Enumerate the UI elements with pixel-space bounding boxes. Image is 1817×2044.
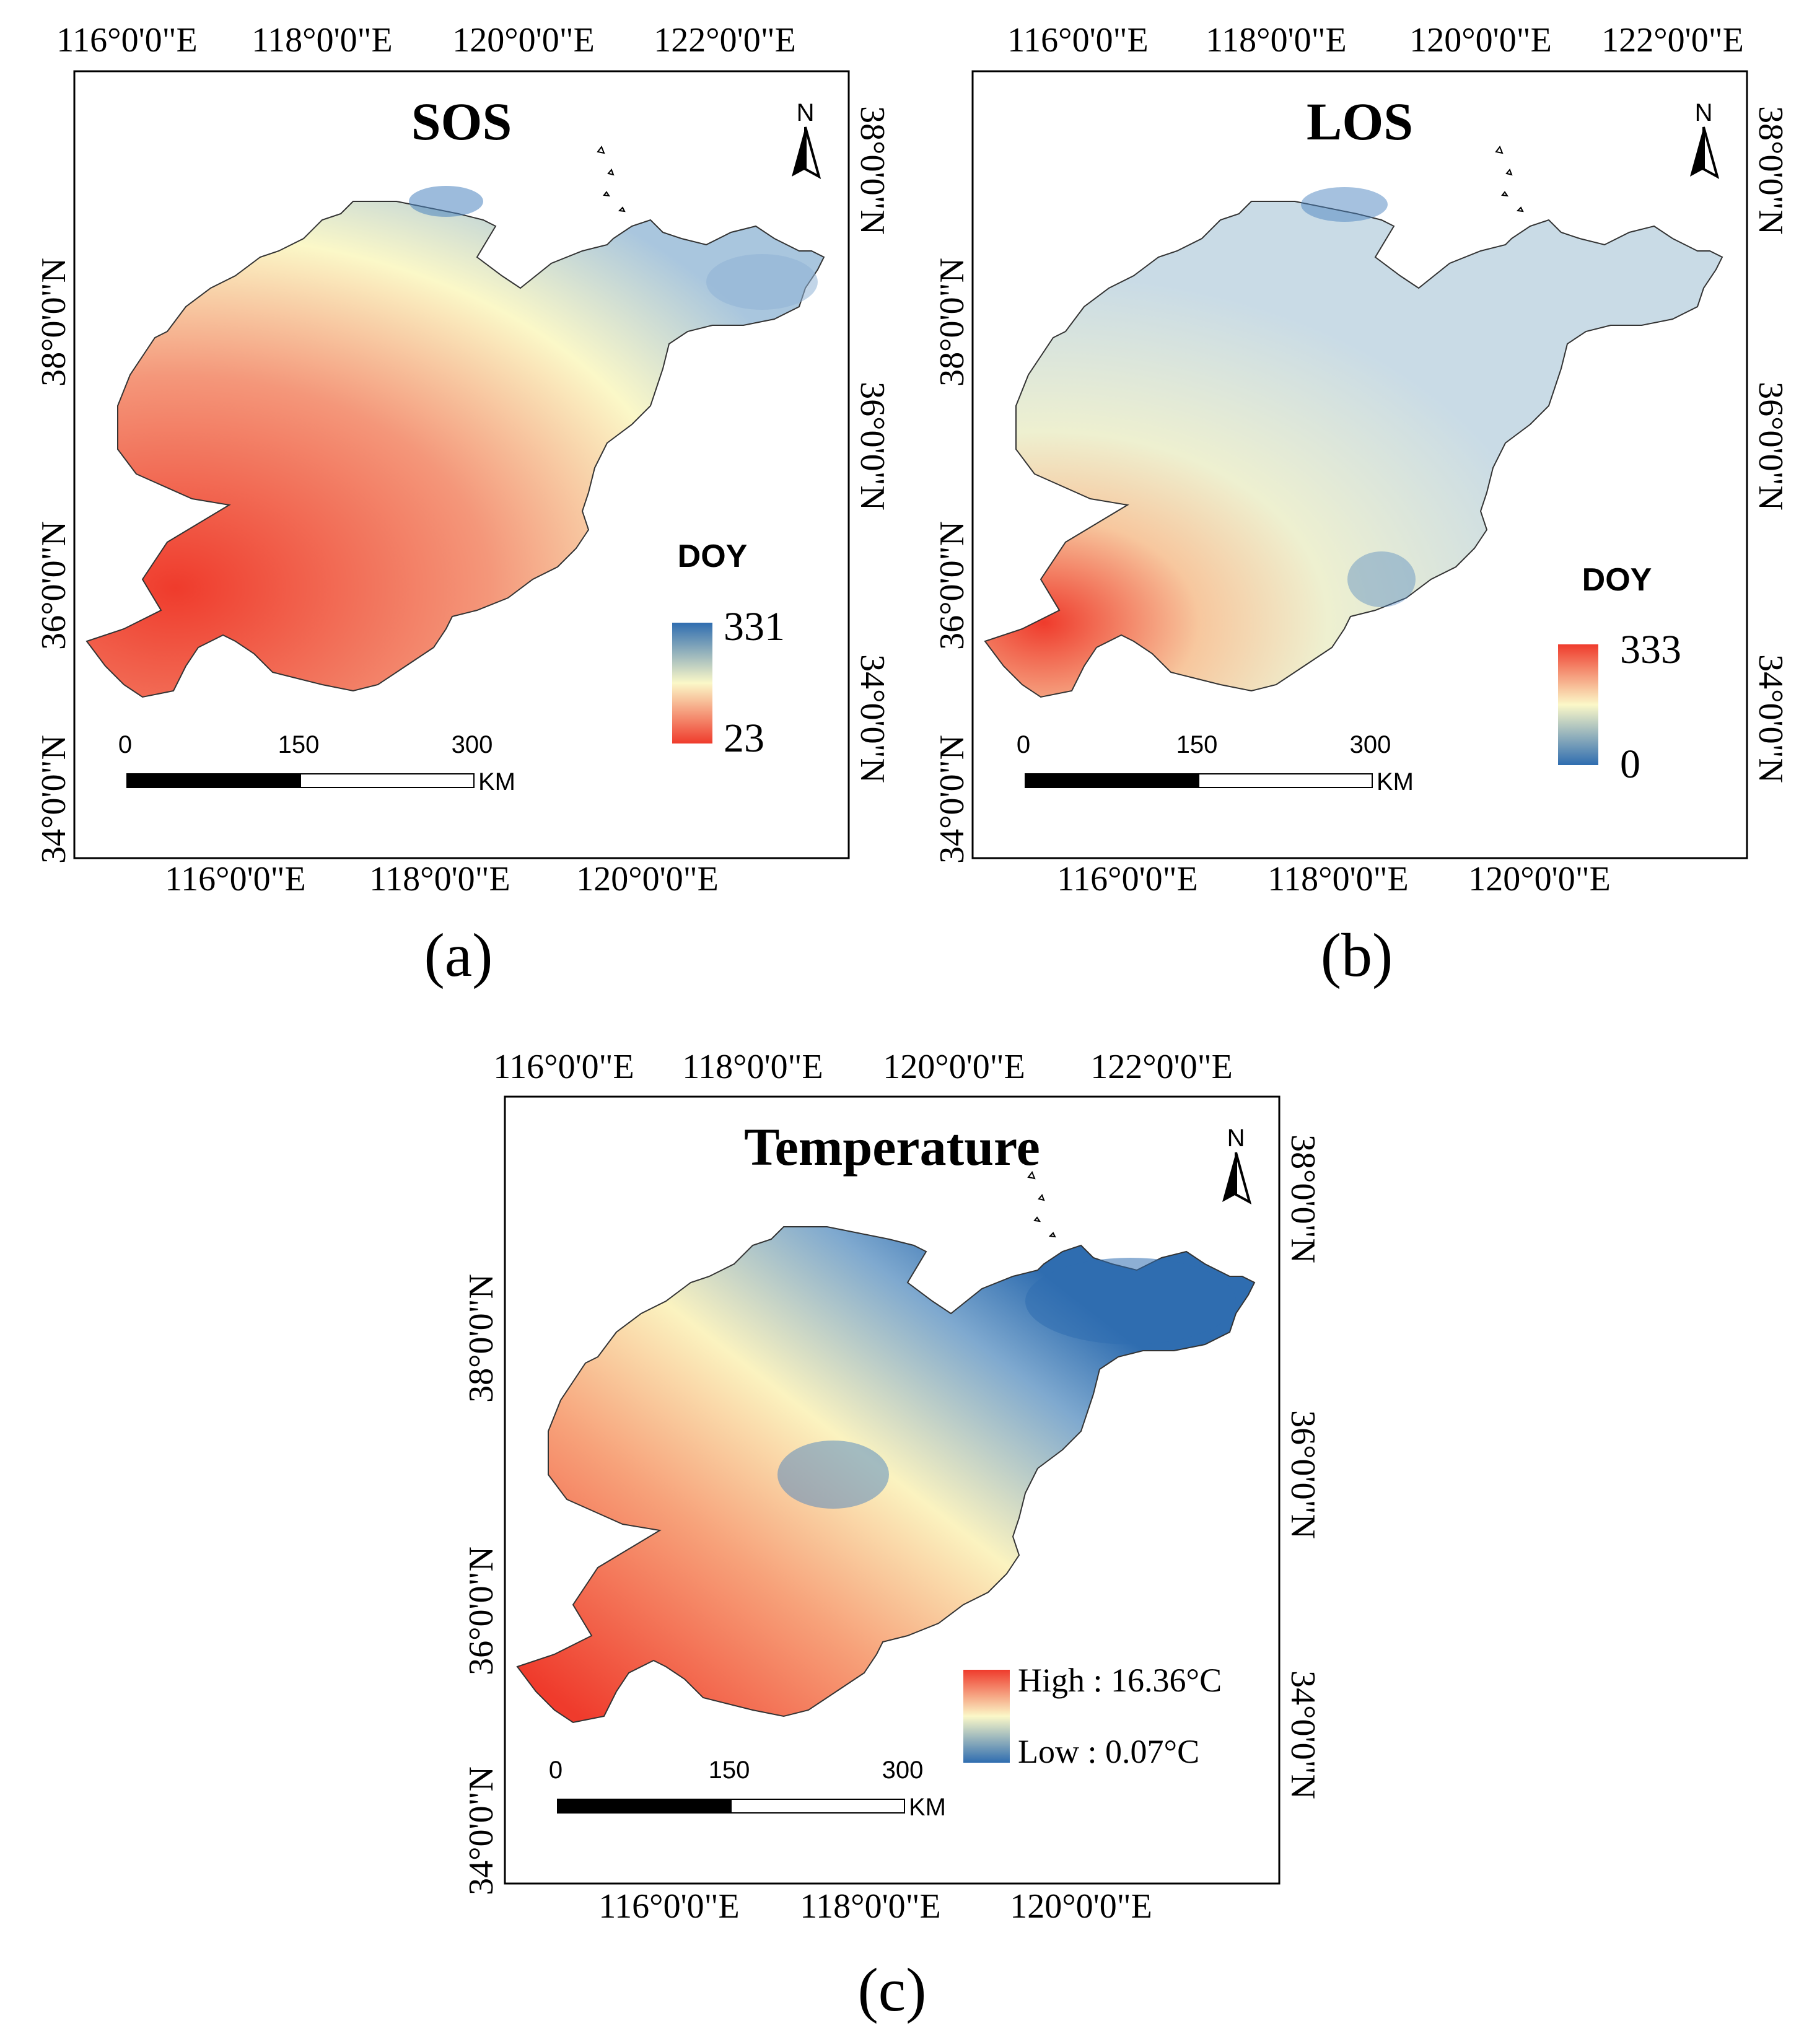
top-tick-label: 120°0'0"E (452, 21, 595, 59)
scale-bar: 0 150 300 KM (549, 1757, 946, 1821)
top-tick-label: 116°0'0"E (1007, 21, 1148, 59)
legend-title: DOY (1582, 562, 1652, 598)
panel-sos: 116°0'0"E 118°0'0"E 120°0'0"E 122°0'0"E … (35, 21, 891, 989)
scale-label: 150 (1176, 731, 1218, 758)
left-tick-label: 36°0'0"N (35, 521, 73, 650)
bottom-tick-label: 118°0'0"E (369, 860, 510, 898)
scale-label: 150 (709, 1757, 750, 1784)
map-title: SOS (411, 92, 512, 151)
right-tick-label: 38°0'0"N (1751, 106, 1790, 235)
bottom-tick-label: 120°0'0"E (1010, 1887, 1152, 1926)
scale-unit: KM (909, 1794, 946, 1821)
scale-unit: KM (478, 768, 515, 796)
legend-title: DOY (678, 538, 748, 574)
legend-ramp (963, 1670, 1010, 1763)
legend-low: Low : 0.07°C (1018, 1733, 1199, 1770)
map-title: LOS (1307, 92, 1413, 151)
left-tick-label: 34°0'0"N (35, 735, 73, 864)
bottom-tick-label: 116°0'0"E (598, 1887, 739, 1926)
right-tick-label: 36°0'0"N (853, 382, 891, 511)
province-map (1025, 1258, 1236, 1344)
left-tick-label: 34°0'0"N (933, 735, 971, 864)
top-tick-label: 118°0'0"E (252, 21, 392, 59)
bottom-tick-label: 116°0'0"E (165, 860, 305, 898)
panel-caption: (a) (424, 921, 493, 989)
province-map (1301, 187, 1388, 222)
top-tick-label: 118°0'0"E (1206, 21, 1346, 59)
province-map (1347, 551, 1416, 607)
province-map (706, 254, 818, 310)
scale-unit: KM (1377, 768, 1414, 796)
north-label: N (797, 99, 815, 126)
bottom-tick-label: 116°0'0"E (1057, 860, 1197, 898)
legend-max: 333 (1620, 627, 1681, 672)
map-title: Temperature (744, 1117, 1040, 1177)
scale-label: 0 (118, 731, 132, 758)
north-label: N (1695, 99, 1713, 126)
left-tick-label: 38°0'0"N (35, 258, 73, 387)
top-tick-label: 116°0'0"E (493, 1048, 634, 1086)
top-tick-label: 122°0'0"E (654, 21, 796, 59)
legend-ramp (672, 623, 712, 743)
right-tick-label: 38°0'0"N (853, 106, 891, 235)
legend-min: 0 (1620, 742, 1640, 787)
legend-max: 331 (724, 604, 785, 649)
legend-min: 23 (724, 716, 764, 761)
top-tick-label: 122°0'0"E (1090, 1048, 1233, 1086)
scale-label: 150 (278, 731, 320, 758)
scale-label: 0 (549, 1757, 563, 1784)
legend-high: High : 16.36°C (1018, 1662, 1222, 1699)
left-tick-label: 36°0'0"N (933, 521, 971, 650)
top-tick-label: 116°0'0"E (56, 21, 197, 59)
bottom-tick-label: 120°0'0"E (1468, 860, 1611, 898)
top-tick-label: 120°0'0"E (883, 1048, 1025, 1086)
bottom-tick-label: 118°0'0"E (800, 1887, 940, 1926)
scale-bar: 0 150 300 KM (118, 731, 515, 796)
left-tick-label: 34°0'0"N (462, 1766, 501, 1895)
panel-caption: (c) (858, 1955, 927, 2024)
right-tick-label: 38°0'0"N (1284, 1134, 1322, 1263)
scale-bar: 0 150 300 KM (1017, 731, 1414, 796)
scale-label: 0 (1017, 731, 1030, 758)
left-tick-label: 38°0'0"N (462, 1274, 501, 1403)
scale-label: 300 (882, 1757, 924, 1784)
province-map (777, 1441, 889, 1509)
left-tick-label: 38°0'0"N (933, 258, 971, 387)
bottom-tick-label: 120°0'0"E (576, 860, 719, 898)
province-map (409, 186, 483, 217)
legend-ramp (1558, 644, 1598, 765)
panel-temperature: 116°0'0"E 118°0'0"E 120°0'0"E 122°0'0"E … (462, 1048, 1322, 2024)
panel-caption: (b) (1321, 921, 1393, 989)
top-tick-label: 118°0'0"E (682, 1048, 823, 1086)
scale-label: 300 (452, 731, 493, 758)
north-label: N (1227, 1125, 1245, 1152)
right-tick-label: 34°0'0"N (1284, 1670, 1322, 1799)
left-tick-label: 36°0'0"N (462, 1546, 501, 1675)
bottom-tick-label: 118°0'0"E (1268, 860, 1408, 898)
right-tick-label: 36°0'0"N (1284, 1410, 1322, 1539)
scale-label: 300 (1350, 731, 1391, 758)
right-tick-label: 34°0'0"N (1751, 654, 1790, 783)
top-tick-label: 120°0'0"E (1409, 21, 1552, 59)
top-tick-label: 122°0'0"E (1601, 21, 1744, 59)
right-tick-label: 34°0'0"N (853, 654, 891, 783)
right-tick-label: 36°0'0"N (1751, 382, 1790, 511)
panel-los: 116°0'0"E 118°0'0"E 120°0'0"E 122°0'0"E … (933, 21, 1790, 989)
